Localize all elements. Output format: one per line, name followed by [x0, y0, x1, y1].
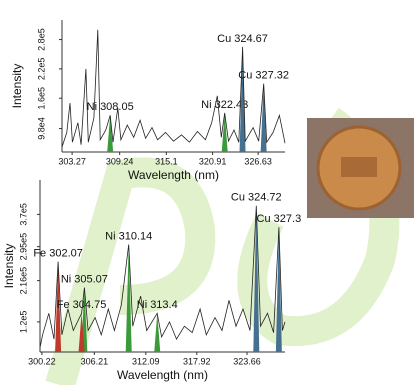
peak	[222, 113, 228, 152]
x-tick-label: 300.22	[28, 356, 56, 366]
x-tick-label: 303.27	[58, 156, 86, 166]
y-tick-label: 2.95e5	[18, 233, 28, 261]
peak-annotation: Cu 327.3	[257, 213, 302, 225]
y-tick-label: 1.2e5	[18, 311, 28, 334]
peak-annotation: Fe 304.75	[57, 299, 107, 311]
x-tick-label: 323.66	[233, 356, 261, 366]
spectrum-line	[62, 30, 285, 147]
y-tick-label: 2.8e5	[36, 28, 46, 51]
y-tick-label: 2.2e5	[36, 58, 46, 81]
peak-annotation: Ni 310.14	[105, 230, 152, 242]
x-tick-label: 317.92	[183, 356, 211, 366]
peak	[154, 313, 160, 352]
y-tick-label: 3.7e5	[18, 203, 28, 226]
penny-photo	[307, 118, 414, 218]
x-axis-label: Wavelength (nm)	[128, 168, 219, 182]
peak-annotation: Ni 308.05	[87, 101, 134, 113]
y-axis-label: Intensity	[2, 244, 16, 289]
x-tick-label: 306.21	[81, 356, 109, 366]
y-tick-label: 2.16e5	[18, 267, 28, 295]
peak-annotation: Fe 302.07	[33, 248, 83, 260]
figure: 9.8e4 1.6e5 2.2e5 2.8e5 303.27 309.24 315.1 320…	[0, 0, 414, 385]
x-tick-label: 326.63	[244, 156, 272, 166]
x-tick-label: 312.09	[132, 356, 160, 366]
penny-building	[341, 157, 377, 177]
peak-annotation: Cu 324.67	[217, 33, 268, 45]
y-tick-label: 9.8e4	[36, 117, 46, 140]
y-axis-label: Intensity	[10, 64, 24, 109]
peak-annotation: Cu 324.72	[231, 192, 282, 204]
peak-annotation: Cu 327.32	[238, 69, 289, 81]
x-axis-label: Wavelength (nm)	[117, 368, 208, 382]
y-tick-label: 1.6e5	[36, 87, 46, 110]
peak-annotation: Ni 305.07	[61, 273, 108, 285]
x-tick-label: 320.91	[199, 156, 227, 166]
x-tick-label: 315.1	[155, 156, 178, 166]
x-tick-label: 309.24	[106, 156, 134, 166]
